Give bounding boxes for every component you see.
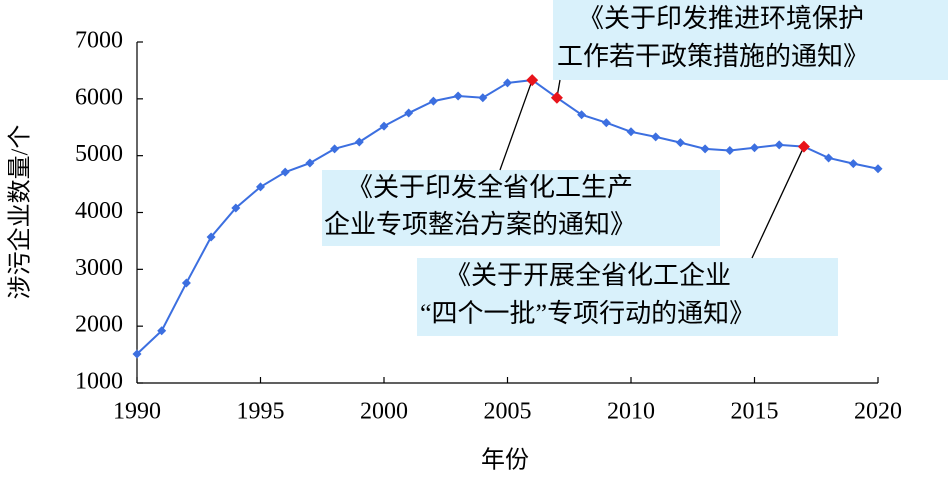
y-tick-label: 4000 — [75, 198, 123, 224]
y-tick-label: 6000 — [75, 84, 123, 110]
data-point — [157, 326, 167, 336]
data-point — [651, 132, 661, 142]
x-axis-label: 年份 — [481, 447, 529, 474]
data-point — [774, 140, 784, 150]
annotation-text: “四个一批”专项行动的通知》 — [420, 299, 755, 328]
data-point — [428, 96, 438, 106]
data-point — [354, 137, 364, 147]
x-tick-label: 2010 — [607, 399, 655, 425]
data-point — [404, 108, 414, 118]
y-tick-label: 2000 — [75, 312, 123, 338]
data-point — [873, 164, 883, 174]
data-point — [478, 93, 488, 103]
x-tick-label: 2020 — [854, 399, 902, 425]
data-point — [601, 118, 611, 128]
data-point — [503, 78, 512, 88]
data-point — [231, 203, 241, 213]
data-point — [700, 144, 710, 154]
data-point — [256, 182, 265, 192]
highlight-point — [526, 74, 539, 87]
data-point — [824, 153, 834, 163]
x-tick-label: 2005 — [484, 399, 532, 425]
data-point — [132, 349, 142, 359]
x-tick-label: 2000 — [360, 399, 408, 425]
annotation-box — [322, 170, 720, 246]
data-point — [280, 167, 290, 177]
highlight-point — [797, 140, 810, 153]
data-point — [305, 158, 315, 168]
x-tick-label: 1995 — [237, 399, 285, 425]
annotation-text: 《关于开展全省化工企业 — [445, 261, 731, 290]
data-point — [848, 159, 858, 169]
annotation-box — [553, 0, 948, 80]
annotation-box — [417, 258, 838, 336]
data-point — [453, 91, 463, 101]
y-tick-label: 3000 — [75, 255, 123, 281]
annotation-text: 《关于印发全省化工生产 — [347, 173, 633, 202]
data-point — [675, 138, 685, 148]
annotation-text: 《关于印发推进环境保护 — [578, 4, 864, 33]
y-tick-label: 7000 — [75, 28, 123, 54]
data-point — [750, 143, 759, 153]
annotation-text: 企业专项整治方案的通知》 — [324, 210, 636, 239]
annotation-leader — [499, 79, 533, 171]
y-tick-label: 1000 — [75, 369, 123, 395]
data-point — [330, 144, 340, 154]
annotation-text: 工作若干政策措施的通知》 — [557, 42, 869, 71]
data-point — [725, 146, 735, 156]
x-tick-label: 1990 — [113, 399, 161, 425]
data-point — [181, 278, 191, 288]
data-point — [379, 121, 389, 131]
data-point — [206, 232, 216, 242]
y-axis-label: 涉污企业数量/个 — [7, 125, 34, 300]
y-tick-label: 5000 — [75, 141, 123, 167]
data-point — [577, 110, 587, 120]
data-point — [626, 127, 636, 137]
annotation-leader — [751, 146, 805, 259]
highlight-point — [550, 91, 563, 104]
x-tick-label: 2015 — [731, 399, 779, 425]
